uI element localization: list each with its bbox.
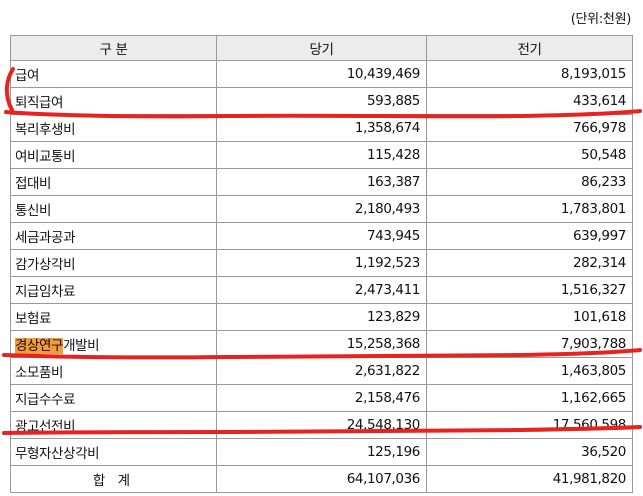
row-current: 10,439,469 — [216, 60, 427, 88]
row-previous: 1,783,801 — [426, 195, 633, 223]
row-current: 2,631,822 — [216, 357, 427, 385]
row-label: 보험료 — [10, 303, 217, 331]
table-row: 무형자산상각비 125,196 36,520 — [10, 438, 633, 466]
table-row: 경상연구개발비 15,258,368 7,903,788 — [10, 330, 633, 358]
table-row: 지급임차료 2,473,411 1,516,327 — [10, 276, 633, 304]
row-label: 지급임차료 — [10, 276, 217, 304]
table-row: 여비교통비 115,428 50,548 — [10, 141, 633, 169]
row-label: 지급수수료 — [10, 384, 217, 412]
table-row: 복리후생비 1,358,674 766,978 — [10, 114, 633, 142]
row-current: 743,945 — [216, 222, 427, 250]
total-row: 합 계 64,107,036 41,981,820 — [10, 465, 633, 493]
row-label: 급여 — [10, 60, 217, 88]
total-previous: 41,981,820 — [426, 465, 633, 493]
row-label: 세금과공과 — [10, 222, 217, 250]
row-previous: 433,614 — [426, 87, 633, 115]
row-previous: 282,314 — [426, 249, 633, 277]
total-current: 64,107,036 — [216, 465, 427, 493]
row-label-rest: 개발비 — [63, 338, 100, 354]
row-current: 24,548,130 — [216, 411, 427, 439]
row-current: 2,180,493 — [216, 195, 427, 223]
row-current: 1,358,674 — [216, 114, 427, 142]
row-label: 감가상각비 — [10, 249, 217, 277]
row-previous: 36,520 — [426, 438, 633, 466]
row-label: 접대비 — [10, 168, 217, 196]
row-label: 경상연구개발비 — [10, 330, 217, 358]
table-row: 급여 10,439,469 8,193,015 — [10, 60, 633, 88]
table-row: 퇴직급여 593,885 433,614 — [10, 87, 633, 115]
row-current: 593,885 — [216, 87, 427, 115]
row-current: 2,473,411 — [216, 276, 427, 304]
row-current: 115,428 — [216, 141, 427, 169]
header-row: 구 분 당기 전기 — [10, 35, 633, 61]
row-label: 복리후생비 — [10, 114, 217, 142]
row-label: 통신비 — [10, 195, 217, 223]
row-label: 소모품비 — [10, 357, 217, 385]
header-previous: 전기 — [426, 35, 633, 61]
table-row: 광고선전비 24,548,130 17,560,598 — [10, 411, 633, 439]
expense-table: 구 분 당기 전기 급여 10,439,469 8,193,015 퇴직급여 593,… — [10, 35, 633, 493]
row-previous: 639,997 — [426, 222, 633, 250]
row-current: 163,387 — [216, 168, 427, 196]
table-row: 접대비 163,387 86,233 — [10, 168, 633, 196]
header-category: 구 분 — [10, 35, 217, 61]
row-previous: 8,193,015 — [426, 60, 633, 88]
header-current: 당기 — [216, 35, 427, 61]
row-label: 여비교통비 — [10, 141, 217, 169]
row-label: 광고선전비 — [10, 411, 217, 439]
row-current: 15,258,368 — [216, 330, 427, 358]
row-previous: 17,560,598 — [426, 411, 633, 439]
row-previous: 1,463,805 — [426, 357, 633, 385]
row-current: 1,192,523 — [216, 249, 427, 277]
row-previous: 101,618 — [426, 303, 633, 331]
row-previous: 1,162,665 — [426, 384, 633, 412]
table-row: 소모품비 2,631,822 1,463,805 — [10, 357, 633, 385]
row-current: 123,829 — [216, 303, 427, 331]
row-previous: 7,903,788 — [426, 330, 633, 358]
table-row: 지급수수료 2,158,476 1,162,665 — [10, 384, 633, 412]
table-row: 통신비 2,180,493 1,783,801 — [10, 195, 633, 223]
table-row: 보험료 123,829 101,618 — [10, 303, 633, 331]
row-previous: 766,978 — [426, 114, 633, 142]
highlighted-text: 경상연구 — [15, 338, 64, 354]
unit-label: (단위:천원) — [570, 12, 632, 27]
row-label: 퇴직급여 — [10, 87, 217, 115]
row-previous: 1,516,327 — [426, 276, 633, 304]
row-label: 무형자산상각비 — [10, 438, 217, 466]
row-current: 2,158,476 — [216, 384, 427, 412]
row-previous: 86,233 — [426, 168, 633, 196]
row-previous: 50,548 — [426, 141, 633, 169]
table-row: 감가상각비 1,192,523 282,314 — [10, 249, 633, 277]
table-row: 세금과공과 743,945 639,997 — [10, 222, 633, 250]
total-label: 합 계 — [10, 465, 217, 493]
row-current: 125,196 — [216, 438, 427, 466]
